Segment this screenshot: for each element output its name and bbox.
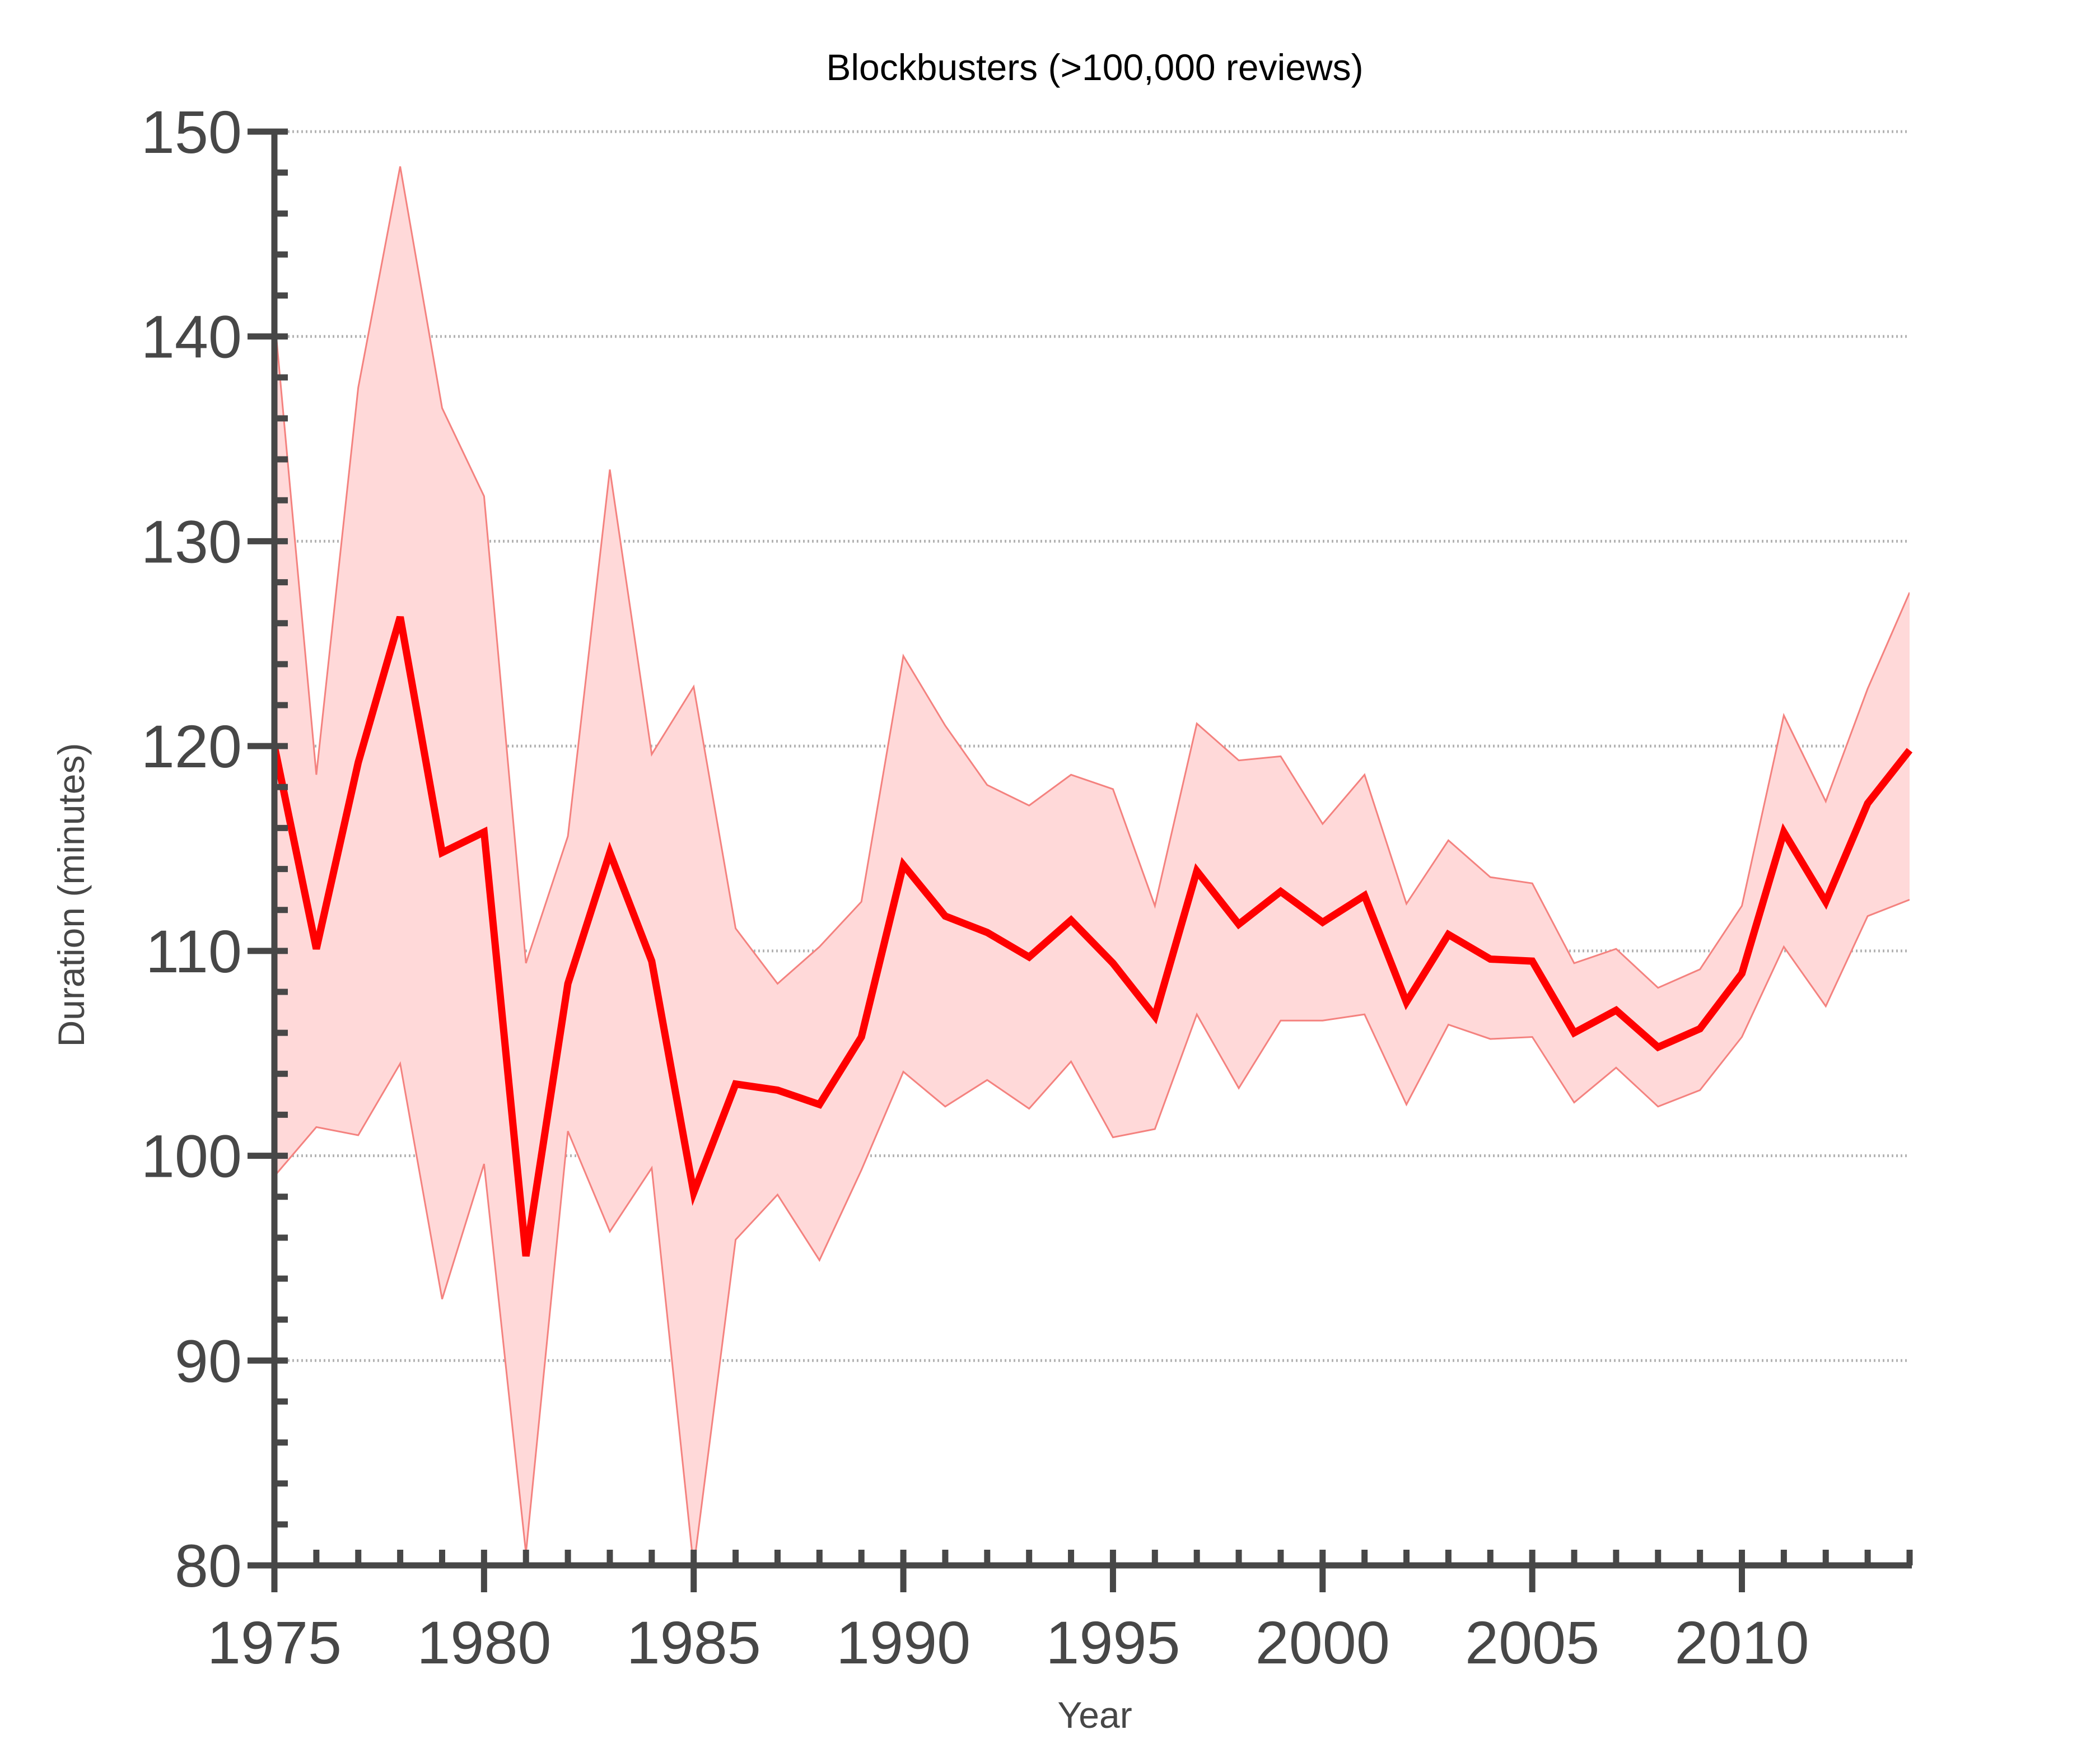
y-tick-label: 120: [141, 712, 242, 780]
x-tick-label: 1995: [1046, 1609, 1180, 1676]
chart-title: Blockbusters (>100,000 reviews): [826, 46, 1363, 88]
y-tick-label: 150: [141, 98, 242, 166]
x-tick-label: 1980: [417, 1609, 551, 1676]
y-tick-label: 90: [175, 1327, 242, 1395]
x-tick-label: 1975: [207, 1609, 342, 1676]
x-tick-label: 2005: [1465, 1609, 1599, 1676]
x-tick-label: 1990: [836, 1609, 970, 1676]
y-tick-label: 110: [146, 917, 242, 985]
x-axis-label: Year: [1057, 1694, 1132, 1736]
y-tick-label: 80: [175, 1532, 242, 1600]
y-tick-label: 130: [141, 507, 242, 575]
y-tick-label: 140: [141, 303, 242, 371]
confidence-band-area: [274, 166, 1910, 1568]
y-axis-label: Duration (minutes): [50, 743, 92, 1047]
x-tick-label: 2000: [1256, 1609, 1390, 1676]
x-tick-label: 1985: [627, 1609, 761, 1676]
confidence-band: [274, 166, 1910, 1568]
x-tick-label: 2010: [1674, 1609, 1809, 1676]
y-tick-label: 100: [141, 1122, 242, 1190]
